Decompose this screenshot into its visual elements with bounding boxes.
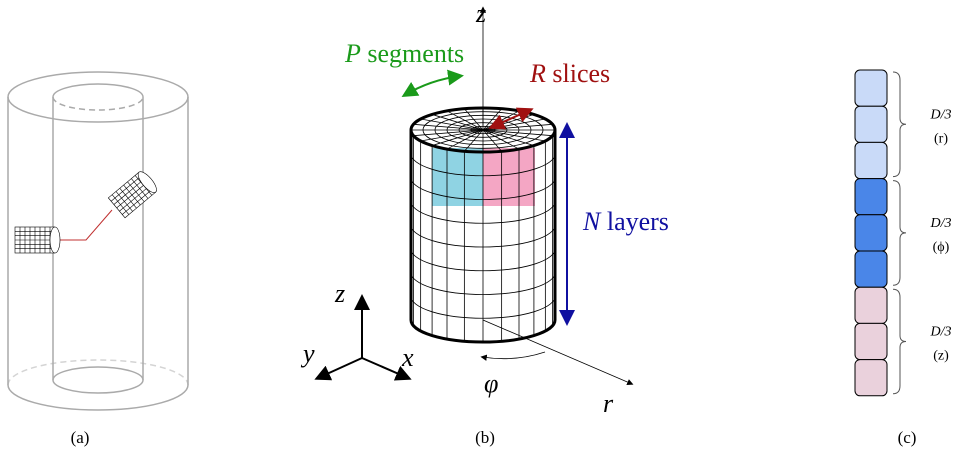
dim-axis: (ϕ): [933, 240, 950, 255]
panel-b-labels: z P segments R slices N layers φ r z x y: [300, 0, 669, 418]
brace: [893, 72, 906, 177]
mini-cylinder: [15, 227, 60, 253]
mini-cylinder: [108, 169, 159, 218]
dim-axis: (r): [934, 131, 948, 146]
slices-label: R slices: [529, 59, 610, 88]
frame-z: z: [334, 279, 345, 308]
embedding-cell: [855, 179, 887, 215]
embedding-cell: [855, 287, 887, 323]
mini-end: [50, 227, 60, 253]
dim-size: D/3: [930, 216, 952, 231]
embedding-cell: [855, 251, 887, 287]
axis-r: r: [603, 389, 614, 418]
figure: z P segments R slices N layers φ r z x y…: [0, 0, 966, 451]
layers-text: layers: [607, 207, 669, 236]
dim-size: D/3: [930, 107, 952, 122]
embedding-cell: [855, 323, 887, 359]
captions: (a) (b) (c): [71, 428, 917, 447]
dim-axis: (z): [933, 349, 949, 364]
frame-y: y: [300, 339, 315, 368]
embedding-cell: [855, 70, 887, 106]
layers-var: N: [582, 207, 602, 236]
angle-label: φ: [484, 369, 498, 398]
brace: [893, 181, 906, 286]
slices-var: R: [529, 59, 546, 88]
slices-text: slices: [552, 59, 610, 88]
segments-label: P segments: [344, 39, 464, 68]
embedding-cell: [855, 215, 887, 251]
embedding-cell: [855, 106, 887, 142]
segments-var: P: [344, 39, 361, 68]
caption: (a): [71, 428, 90, 447]
panel-c: D/3 (r) D/3 (ϕ) D/3 (z): [855, 70, 952, 396]
caption: (b): [475, 428, 495, 447]
frame-x: x: [401, 343, 414, 372]
embedding-cell: [855, 360, 887, 396]
dim-size: D/3: [930, 325, 952, 340]
segments-text: segments: [367, 39, 464, 68]
layers-label: N layers: [582, 207, 669, 236]
mini-cylinders: [15, 169, 160, 253]
caption: (c): [898, 428, 917, 447]
brace: [893, 289, 906, 394]
embedding-cell: [855, 142, 887, 178]
axis-z: z: [475, 0, 486, 28]
